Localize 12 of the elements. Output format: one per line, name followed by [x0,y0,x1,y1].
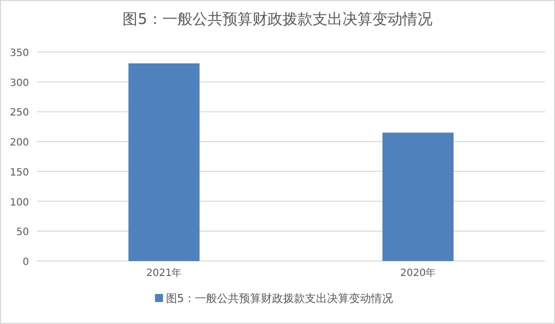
y-tick-label: 350 [10,48,29,59]
y-tick-label: 150 [10,167,29,178]
legend-label: 图5：一般公共预算财政拨款支出决算变动情况 [166,292,393,305]
y-tick-label: 250 [10,108,29,119]
y-tick-label: 50 [16,227,29,238]
chart-title: 图5：一般公共预算财政拨款支出决算变动情况 [122,10,432,28]
y-tick-label: 200 [10,138,29,149]
y-tick-label: 100 [10,197,29,208]
y-tick-label: 0 [22,257,29,268]
y-tick-label: 300 [10,78,29,89]
x-tick-label: 2020年 [400,267,436,279]
x-tick-label: 2021年 [146,267,182,279]
